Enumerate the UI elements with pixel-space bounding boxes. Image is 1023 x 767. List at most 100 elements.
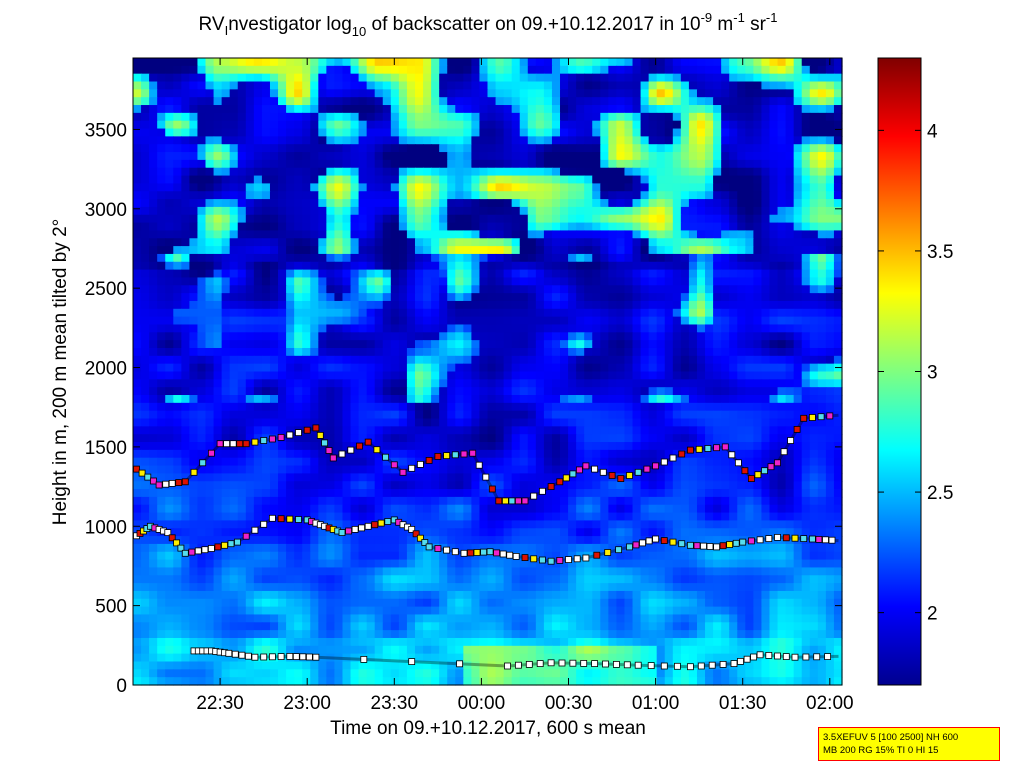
heatmap-cell bbox=[568, 89, 577, 98]
heatmap-cell bbox=[793, 434, 803, 443]
heatmap-cell bbox=[511, 418, 521, 427]
heatmap-cell bbox=[535, 277, 545, 286]
heatmap-cell bbox=[737, 324, 746, 333]
heatmap-cell bbox=[133, 277, 142, 286]
heatmap-cell bbox=[543, 112, 553, 122]
heatmap-cell bbox=[213, 214, 223, 224]
heatmap-cell bbox=[141, 426, 150, 435]
heatmap-cell bbox=[495, 308, 505, 318]
heatmap-cell bbox=[334, 65, 344, 75]
heatmap-cell bbox=[640, 489, 650, 498]
heatmap-cell bbox=[366, 442, 376, 451]
heatmap-cell bbox=[793, 481, 803, 490]
heatmap-cell bbox=[229, 387, 239, 396]
heatmap-cell bbox=[576, 324, 585, 333]
heatmap-cell bbox=[261, 449, 271, 459]
heatmap-cell bbox=[632, 300, 642, 310]
heatmap-cell bbox=[189, 253, 199, 263]
heatmap-cell bbox=[471, 175, 481, 184]
heatmap-cell bbox=[149, 410, 158, 420]
heatmap-cell bbox=[769, 332, 779, 341]
heatmap-cell bbox=[294, 324, 303, 333]
heatmap-cell bbox=[398, 230, 408, 239]
heatmap-cell bbox=[197, 308, 207, 318]
heatmap-cell bbox=[769, 473, 779, 482]
heatmap-cell bbox=[632, 89, 642, 98]
heatmap-cell bbox=[543, 175, 553, 184]
heatmap-cell bbox=[753, 465, 763, 474]
heatmap-cell bbox=[721, 363, 730, 373]
heatmap-cell bbox=[302, 167, 311, 177]
heatmap-cell bbox=[503, 152, 513, 161]
heatmap-cell bbox=[455, 128, 464, 137]
heatmap-cell bbox=[269, 89, 279, 98]
heatmap-cell bbox=[672, 120, 682, 130]
heatmap-cell bbox=[568, 481, 577, 490]
heatmap-cell bbox=[527, 300, 537, 310]
heatmap-cell bbox=[551, 340, 561, 349]
heatmap-cell bbox=[753, 97, 763, 106]
heatmap-cell bbox=[455, 199, 464, 208]
heatmap-cell bbox=[777, 387, 787, 396]
heatmap-cell bbox=[245, 269, 255, 279]
heatmap-cell bbox=[688, 371, 698, 380]
heatmap-cell bbox=[245, 347, 255, 357]
heatmap-cell bbox=[801, 402, 811, 412]
heatmap-cell bbox=[197, 128, 207, 137]
heatmap-cell bbox=[769, 300, 779, 310]
heatmap-cell bbox=[366, 324, 376, 333]
heatmap-cell bbox=[809, 230, 819, 239]
heatmap-cell bbox=[221, 473, 231, 482]
heatmap-cell bbox=[503, 261, 513, 271]
heatmap-cell bbox=[431, 332, 440, 341]
heatmap-cell bbox=[777, 191, 787, 200]
heatmap-cell bbox=[527, 58, 537, 67]
heatmap-cell bbox=[390, 402, 400, 412]
heatmap-cell bbox=[713, 418, 722, 427]
heatmap-cell bbox=[487, 426, 497, 435]
heatmap-cell bbox=[455, 136, 464, 145]
heatmap-cell bbox=[551, 261, 561, 271]
heatmap-cell bbox=[753, 363, 763, 373]
heatmap-cell bbox=[817, 191, 827, 200]
heatmap-cell bbox=[398, 269, 408, 279]
heatmap-cell bbox=[326, 371, 336, 380]
heatmap-cell bbox=[278, 426, 287, 435]
heatmap-cell bbox=[302, 308, 311, 318]
heatmap-cell bbox=[286, 58, 295, 67]
heatmap-cell bbox=[149, 81, 158, 90]
heatmap-cell bbox=[406, 81, 416, 90]
heatmap-cell bbox=[656, 136, 666, 145]
heatmap-cell bbox=[696, 395, 706, 404]
heatmap-cell bbox=[334, 340, 344, 349]
heatmap-cell bbox=[616, 214, 626, 224]
heatmap-cell bbox=[656, 324, 666, 333]
heatmap-cell bbox=[696, 457, 706, 467]
heatmap-cell bbox=[688, 112, 698, 122]
heatmap-cell bbox=[656, 97, 666, 106]
heatmap-cell bbox=[406, 167, 416, 177]
heatmap-cell bbox=[173, 324, 182, 333]
heatmap-cell bbox=[656, 426, 666, 435]
heatmap-cell bbox=[294, 144, 303, 153]
heatmap-cell bbox=[616, 128, 626, 137]
heatmap-cell bbox=[463, 324, 472, 333]
heatmap-cell bbox=[366, 308, 376, 318]
heatmap-cell bbox=[584, 199, 593, 208]
heatmap-cell bbox=[833, 434, 843, 443]
heatmap-cell bbox=[374, 449, 384, 459]
heatmap-cell bbox=[696, 379, 706, 388]
heatmap-cell bbox=[471, 238, 481, 247]
heatmap-cell bbox=[551, 65, 561, 75]
heatmap-cell bbox=[133, 238, 142, 247]
heatmap-cell bbox=[592, 261, 601, 271]
heatmap-cell bbox=[761, 191, 771, 200]
heatmap-cell bbox=[149, 418, 158, 427]
heatmap-cell bbox=[398, 387, 408, 396]
heatmap-cell bbox=[543, 293, 553, 302]
heatmap-cell bbox=[664, 418, 674, 427]
heatmap-cell bbox=[809, 293, 819, 302]
heatmap-cell bbox=[253, 97, 263, 106]
heatmap-cell bbox=[294, 58, 303, 67]
